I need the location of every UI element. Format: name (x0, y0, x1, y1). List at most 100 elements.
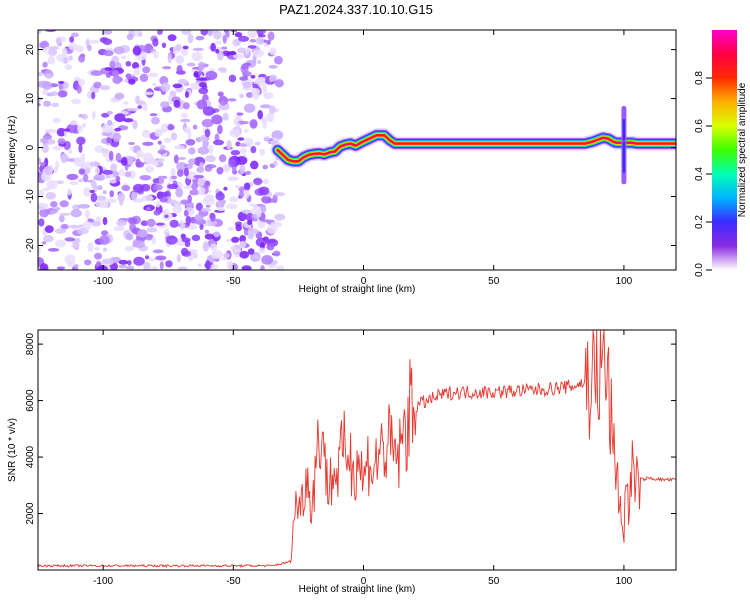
spectrogram-xlabel: Height of straight line (km) (299, 284, 416, 295)
noise-blob (137, 229, 148, 238)
noise-blob (266, 39, 271, 45)
noise-blob (247, 219, 253, 226)
noise-blob (214, 133, 220, 142)
noise-blob (114, 92, 125, 100)
noise-blob (237, 137, 245, 141)
noise-blob (152, 82, 157, 87)
noise-blob (94, 252, 103, 260)
noise-blob (125, 61, 132, 67)
noise-blob (95, 200, 105, 208)
noise-blob (123, 118, 134, 123)
noise-blob (108, 150, 114, 161)
snr-line (38, 330, 676, 568)
noise-blob (87, 218, 92, 222)
noise-blob (273, 160, 278, 167)
noise-blob (101, 230, 108, 235)
noise-blob (157, 157, 165, 163)
noise-blob (102, 190, 107, 195)
noise-blob (175, 43, 183, 51)
noise-blob (210, 42, 216, 52)
noise-blob (272, 194, 278, 204)
noise-blob (90, 180, 97, 189)
noise-blob (242, 81, 252, 89)
noise-blob (202, 241, 210, 252)
noise-blob (68, 42, 78, 51)
noise-blob (197, 263, 202, 268)
noise-blob (142, 141, 154, 146)
noise-blob (106, 174, 111, 179)
noise-blob (114, 113, 126, 123)
noise-blob (64, 254, 76, 265)
noise-blob (256, 211, 262, 218)
noise-blob (91, 220, 102, 227)
noise-blob (242, 189, 250, 199)
noise-blob (89, 189, 95, 194)
noise-blob (239, 93, 244, 99)
noise-blob (84, 259, 92, 266)
noise-blob (203, 196, 215, 206)
noise-blob (239, 240, 247, 249)
noise-blob (77, 125, 83, 133)
noise-blob (164, 214, 169, 218)
noise-blob (208, 144, 214, 155)
noise-blob (185, 163, 193, 170)
noise-blob (239, 250, 250, 259)
noise-blob (50, 200, 58, 208)
noise-blob (93, 81, 102, 89)
x-tick-label: 100 (616, 276, 633, 287)
noise-blob (44, 225, 54, 233)
noise-blob (129, 146, 134, 151)
noise-blob (173, 145, 186, 150)
noise-blob (120, 156, 128, 166)
noise-blob (251, 90, 260, 100)
noise-blob (188, 147, 196, 155)
noise-blob (128, 78, 136, 85)
noise-blob (112, 132, 122, 142)
noise-blob (257, 110, 263, 120)
noise-blob (106, 198, 117, 204)
noise-blob (269, 47, 277, 56)
noise-blob (194, 214, 204, 221)
noise-blob (101, 123, 114, 134)
x-tick-label: -50 (226, 576, 241, 587)
noise-blob (50, 91, 59, 97)
noise-blob (149, 113, 158, 117)
x-tick-label: -100 (93, 276, 113, 287)
noise-blob (142, 66, 151, 74)
noise-blob (84, 209, 90, 219)
noise-blob (175, 55, 185, 64)
noise-blob (144, 91, 154, 96)
noise-blob (276, 264, 284, 270)
noise-blob (78, 168, 86, 175)
noise-blob (247, 30, 258, 38)
noise-blob (44, 128, 57, 134)
noise-blob (155, 222, 165, 226)
noise-blob (230, 246, 237, 250)
noise-blob (221, 50, 231, 56)
noise-blob (239, 164, 246, 175)
noise-blob (238, 186, 246, 193)
noise-blob (250, 74, 256, 79)
noise-blob (233, 53, 245, 59)
noise-blob (172, 83, 183, 89)
noise-blob (77, 178, 84, 183)
noise-blob (196, 99, 208, 110)
noise-blob (161, 42, 167, 49)
noise-blob (91, 110, 96, 120)
noise-blob (221, 46, 228, 50)
noise-blob (144, 255, 150, 260)
noise-blob (229, 128, 240, 138)
noise-blob (147, 72, 159, 78)
noise-blob (94, 166, 100, 175)
noise-blob (241, 209, 252, 214)
noise-blob (99, 235, 110, 245)
snr-xlabel: Height of straight line (km) (299, 584, 416, 595)
noise-blob (260, 104, 272, 109)
noise-blob (153, 54, 159, 59)
noise-blob (60, 223, 69, 230)
noise-blob (198, 81, 207, 88)
x-tick-label: 0 (361, 276, 367, 287)
noise-blob (68, 55, 73, 61)
noise-blob (132, 242, 139, 248)
noise-blob (162, 66, 172, 70)
